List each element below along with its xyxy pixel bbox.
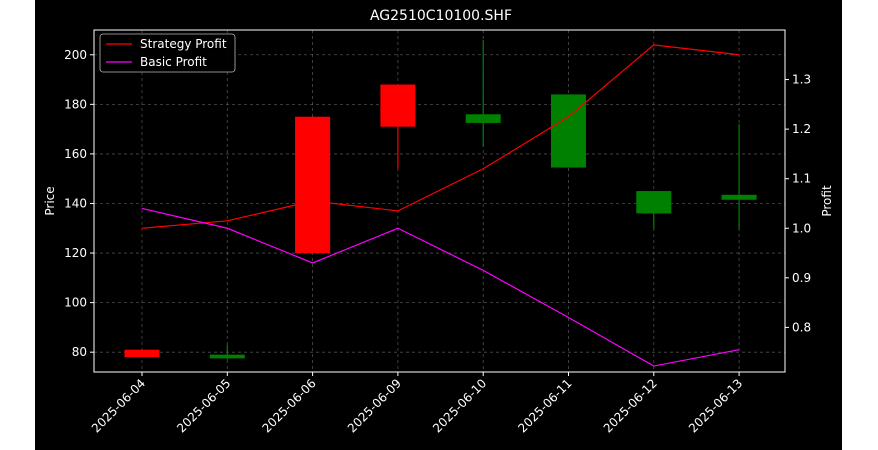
y2-tick-label: 1.0 (792, 221, 811, 235)
y-tick-label: 140 (64, 196, 87, 210)
candle-body (636, 191, 672, 214)
legend-label: Basic Profit (140, 55, 207, 69)
y-tick-label: 80 (72, 345, 87, 359)
y-tick-label: 100 (64, 296, 87, 310)
y-tick-label: 160 (64, 147, 87, 161)
candle-body (551, 94, 586, 168)
y2-tick-label: 1.2 (792, 122, 811, 136)
y2-tick-label: 0.8 (792, 320, 811, 334)
candle-body (465, 114, 501, 123)
y2-tick-label: 1.1 (792, 172, 811, 186)
y-axis-label: Price (43, 186, 57, 215)
series-line-basic-profit (141, 207, 740, 367)
candle-body (124, 349, 160, 358)
candle-body (721, 194, 757, 200)
y-tick-label: 120 (64, 246, 87, 260)
legend: Strategy Profit Basic Profit (99, 33, 236, 73)
y-tick-label: 200 (64, 48, 87, 62)
legend-label: Strategy Profit (140, 37, 227, 51)
axes-frame (93, 29, 786, 373)
chart-title: AG2510C10100.SHF (370, 8, 512, 24)
legend-box (99, 33, 236, 73)
y2-tick-label: 0.9 (792, 271, 811, 285)
y2-axis-label: Profit (820, 185, 834, 217)
figure-background (35, 0, 842, 450)
candle-body (209, 354, 245, 359)
candle-body (295, 116, 331, 254)
series-line-strategy-profit (141, 44, 740, 229)
y-tick-label: 180 (64, 97, 87, 111)
candle-body (380, 84, 416, 127)
y2-tick-label: 1.3 (792, 73, 811, 87)
